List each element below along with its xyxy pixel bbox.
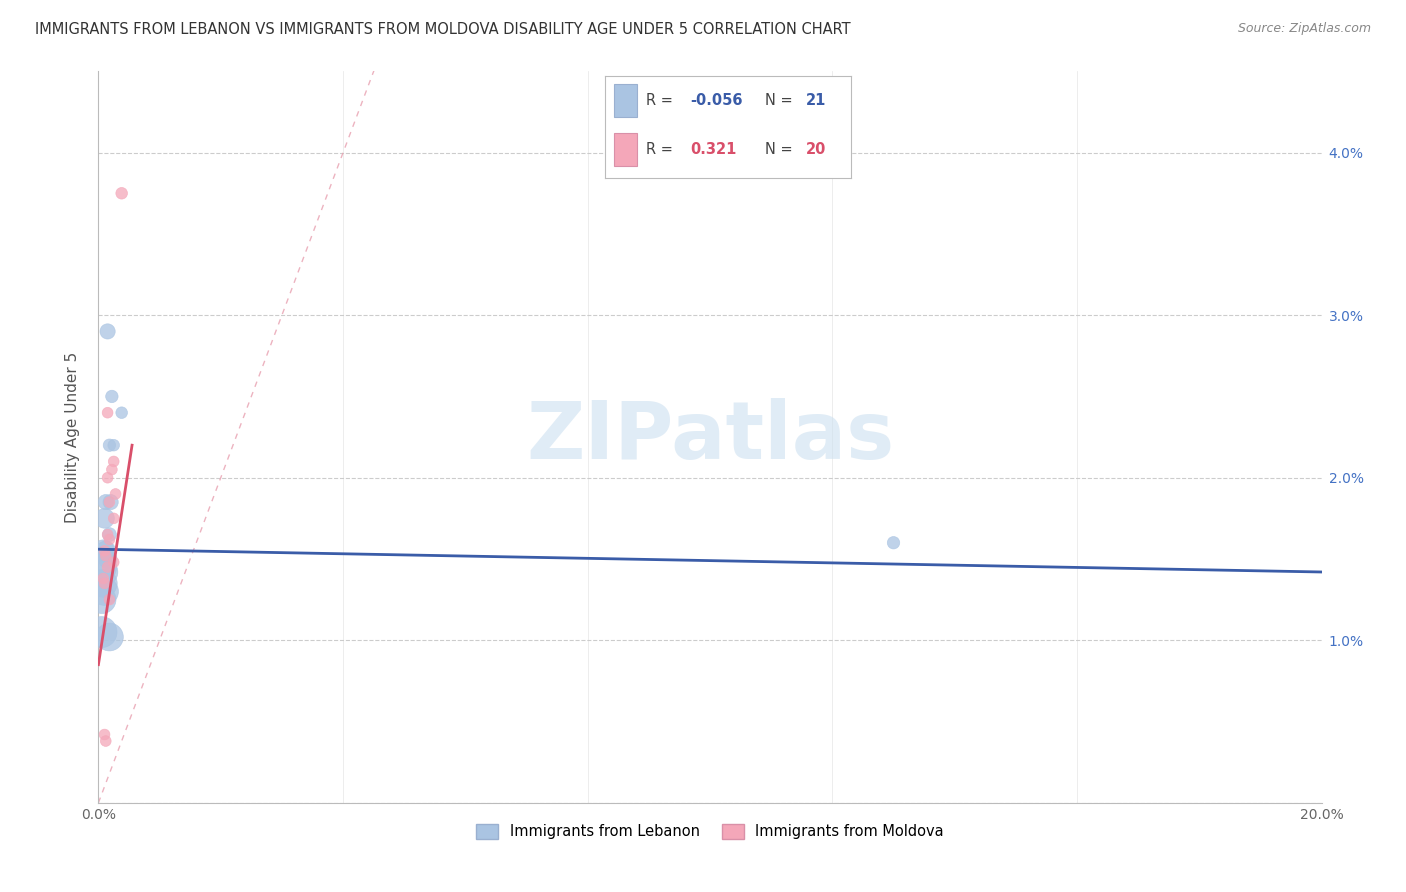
Point	[93, 511, 115, 525]
Text: Source: ZipAtlas.com: Source: ZipAtlas.com	[1237, 22, 1371, 36]
Y-axis label: Disability Age Under 5: Disability Age Under 5	[65, 351, 80, 523]
Point	[98, 527, 121, 541]
Point	[94, 544, 117, 558]
Point	[103, 511, 125, 525]
Point	[98, 438, 121, 452]
Point	[97, 406, 120, 420]
Point	[98, 630, 121, 644]
Text: 21: 21	[807, 93, 827, 108]
Point	[97, 527, 120, 541]
Point	[93, 727, 115, 741]
Point	[97, 471, 120, 485]
Point	[91, 560, 114, 574]
Text: N =: N =	[765, 93, 792, 108]
Text: R =: R =	[647, 93, 673, 108]
Point	[93, 565, 115, 579]
Text: ZIPatlas: ZIPatlas	[526, 398, 894, 476]
Point	[101, 462, 124, 476]
Point	[93, 584, 115, 599]
Point	[101, 389, 124, 403]
Text: 20: 20	[807, 142, 827, 157]
Bar	[614, 84, 637, 117]
Point	[94, 495, 117, 509]
Text: 0.321: 0.321	[690, 142, 737, 157]
Point	[103, 454, 125, 468]
Bar	[614, 133, 637, 166]
Point	[98, 533, 121, 547]
Text: IMMIGRANTS FROM LEBANON VS IMMIGRANTS FROM MOLDOVA DISABILITY AGE UNDER 5 CORREL: IMMIGRANTS FROM LEBANON VS IMMIGRANTS FR…	[35, 22, 851, 37]
Point	[91, 592, 114, 607]
Point	[90, 625, 112, 640]
Point	[97, 325, 120, 339]
Point	[104, 487, 127, 501]
Point	[91, 572, 114, 586]
Point	[103, 555, 125, 569]
Point	[91, 576, 114, 591]
Point	[97, 560, 120, 574]
Point	[94, 549, 117, 563]
Point	[97, 552, 120, 566]
Point	[111, 406, 134, 420]
Text: N =: N =	[765, 142, 792, 157]
Point	[883, 535, 905, 549]
Point	[103, 438, 125, 452]
Legend: Immigrants from Lebanon, Immigrants from Moldova: Immigrants from Lebanon, Immigrants from…	[470, 817, 950, 847]
Point	[98, 592, 121, 607]
Text: -0.056: -0.056	[690, 93, 744, 108]
Point	[111, 186, 134, 201]
Point	[100, 495, 122, 509]
Point	[93, 576, 115, 591]
Text: R =: R =	[647, 142, 673, 157]
Point	[98, 495, 121, 509]
Point	[94, 734, 117, 748]
Point	[91, 544, 114, 558]
Point	[93, 544, 115, 558]
